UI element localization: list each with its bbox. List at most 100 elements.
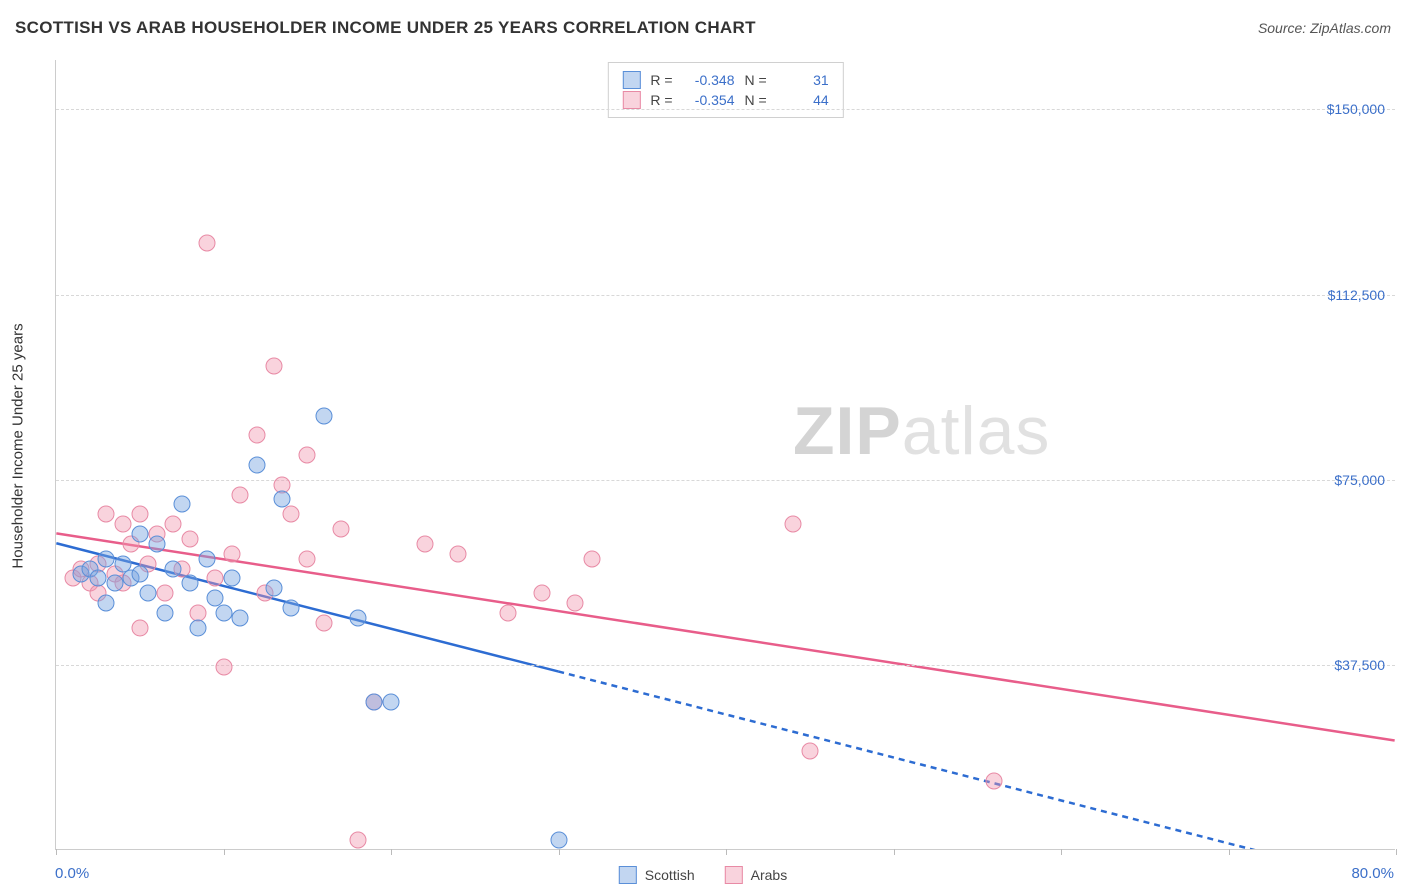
gridline	[56, 109, 1395, 110]
scottish-point	[106, 575, 123, 592]
x-tick	[894, 849, 895, 855]
legend-row: R = -0.348 N = 31	[622, 71, 828, 89]
legend-label: Arabs	[751, 867, 788, 883]
y-axis-title: Householder Income Under 25 years	[10, 323, 27, 568]
arabs-point	[182, 530, 199, 547]
legend-n-value: 31	[777, 72, 829, 88]
arabs-point	[416, 535, 433, 552]
arabs-point	[349, 832, 366, 849]
arabs-point	[533, 585, 550, 602]
scottish-point	[232, 609, 249, 626]
arabs-point	[801, 743, 818, 760]
y-tick-label: $150,000	[1327, 101, 1385, 117]
scottish-point	[265, 580, 282, 597]
scottish-point	[131, 526, 148, 543]
scottish-point	[215, 605, 232, 622]
scottish-point	[182, 575, 199, 592]
trend-line	[56, 533, 1394, 740]
scottish-point	[165, 560, 182, 577]
scottish-point	[140, 585, 157, 602]
arabs-point	[316, 614, 333, 631]
x-tick	[1061, 849, 1062, 855]
scottish-point	[383, 693, 400, 710]
arabs-point	[98, 506, 115, 523]
x-tick	[726, 849, 727, 855]
arabs-point	[131, 619, 148, 636]
x-tick	[559, 849, 560, 855]
y-tick-label: $112,500	[1328, 287, 1385, 303]
scottish-point	[282, 600, 299, 617]
x-tick	[56, 849, 57, 855]
arabs-point	[223, 545, 240, 562]
scottish-point	[349, 609, 366, 626]
scottish-point	[173, 496, 190, 513]
scottish-point	[198, 550, 215, 567]
scottish-point	[190, 619, 207, 636]
scottish-point	[316, 407, 333, 424]
watermark-light: atlas	[902, 393, 1051, 469]
arabs-point	[249, 427, 266, 444]
legend-swatch	[619, 866, 637, 884]
x-tick	[1229, 849, 1230, 855]
scottish-point	[249, 456, 266, 473]
gridline	[56, 480, 1395, 481]
x-tick	[391, 849, 392, 855]
arabs-point	[785, 516, 802, 533]
legend-r-value: -0.348	[683, 72, 735, 88]
scottish-point	[366, 693, 383, 710]
legend-swatch	[622, 91, 640, 109]
chart-title: SCOTTISH VS ARAB HOUSEHOLDER INCOME UNDE…	[15, 18, 756, 38]
arabs-point	[207, 570, 224, 587]
arabs-point	[115, 516, 132, 533]
legend-n-label: N =	[745, 92, 767, 108]
scottish-point	[148, 535, 165, 552]
watermark-bold: ZIP	[793, 393, 902, 469]
arabs-point	[299, 550, 316, 567]
legend-row: R = -0.354 N = 44	[622, 91, 828, 109]
legend-r-value: -0.354	[683, 92, 735, 108]
legend-swatch	[622, 71, 640, 89]
scottish-point	[550, 832, 567, 849]
legend-item: Scottish	[619, 866, 695, 884]
arabs-point	[156, 585, 173, 602]
x-axis-min-label: 0.0%	[55, 865, 89, 882]
legend-r-label: R =	[650, 72, 672, 88]
watermark: ZIPatlas	[793, 392, 1050, 470]
arabs-point	[584, 550, 601, 567]
scottish-point	[98, 550, 115, 567]
y-tick-label: $75,000	[1334, 472, 1385, 488]
arabs-point	[299, 447, 316, 464]
gridline	[56, 665, 1395, 666]
trend-lines-layer	[56, 60, 1395, 849]
scottish-point	[223, 570, 240, 587]
arabs-point	[232, 486, 249, 503]
scottish-point	[274, 491, 291, 508]
arabs-point	[131, 506, 148, 523]
arabs-point	[198, 234, 215, 251]
arabs-point	[332, 521, 349, 538]
arabs-point	[986, 772, 1003, 789]
legend-n-label: N =	[745, 72, 767, 88]
scottish-point	[98, 595, 115, 612]
arabs-point	[265, 358, 282, 375]
arabs-point	[215, 659, 232, 676]
arabs-point	[282, 506, 299, 523]
trend-line	[558, 671, 1394, 849]
chart-plot-area: ZIPatlas R = -0.348 N = 31 R = -0.354 N = 44 $3…	[55, 60, 1395, 850]
arabs-point	[500, 605, 517, 622]
legend-r-label: R =	[650, 92, 672, 108]
scottish-point	[156, 605, 173, 622]
legend-item: Arabs	[725, 866, 788, 884]
x-tick	[1396, 849, 1397, 855]
source-label: Source: ZipAtlas.com	[1258, 20, 1391, 36]
scottish-point	[89, 570, 106, 587]
arabs-point	[450, 545, 467, 562]
y-tick-label: $37,500	[1334, 657, 1385, 673]
legend-n-value: 44	[777, 92, 829, 108]
x-axis-max-label: 80.0%	[1351, 865, 1394, 882]
arabs-point	[165, 516, 182, 533]
arabs-point	[567, 595, 584, 612]
series-legend: Scottish Arabs	[619, 866, 787, 884]
legend-swatch	[725, 866, 743, 884]
legend-label: Scottish	[645, 867, 695, 883]
